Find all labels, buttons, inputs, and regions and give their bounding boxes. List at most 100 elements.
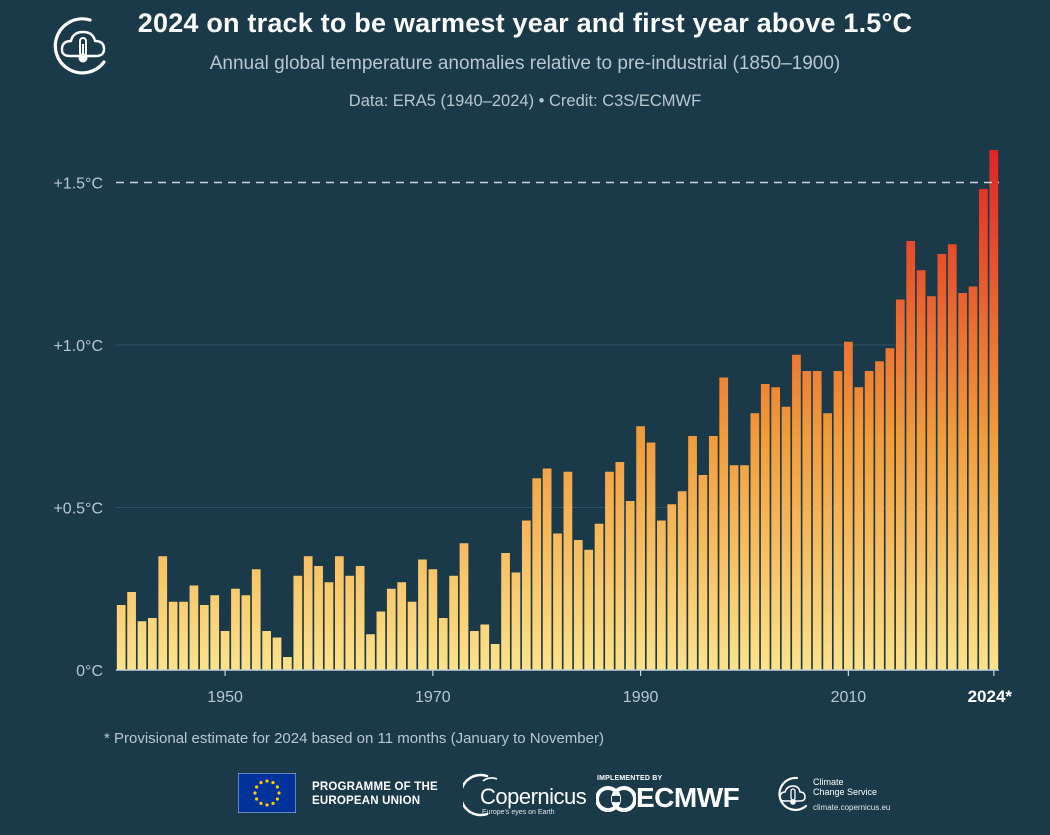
eu-star <box>271 801 275 805</box>
eu-text-line2: EUROPEAN UNION <box>312 795 421 807</box>
footnote: * Provisional estimate for 2024 based on… <box>104 730 604 747</box>
bar-2006 <box>802 371 812 670</box>
eu-star <box>255 797 259 801</box>
bar-2023 <box>979 189 988 670</box>
bar-1946 <box>179 601 188 670</box>
bar-2022 <box>968 286 978 670</box>
bar-2012 <box>864 371 874 670</box>
bar-1973 <box>459 543 469 670</box>
bar-1991 <box>646 442 656 670</box>
bar-1983 <box>563 471 573 670</box>
bar-2009 <box>833 371 843 670</box>
bar-2005 <box>792 354 801 670</box>
bar-1994 <box>677 491 687 670</box>
partner-logos: PROGRAMME OF THE EUROPEAN UNION Copernic… <box>0 768 1050 828</box>
eu-flag-icon <box>238 773 296 813</box>
bar-1953 <box>251 569 261 670</box>
bar-1958 <box>303 556 313 670</box>
bar-1993 <box>667 504 677 670</box>
bar-1978 <box>511 572 521 670</box>
y-tick-label: +0.5°C <box>53 501 103 518</box>
eu-star <box>255 785 259 789</box>
bar-2020 <box>947 244 957 670</box>
eu-star <box>277 791 281 795</box>
bar-1972 <box>449 575 458 670</box>
bar-2010 <box>844 341 853 670</box>
bar-1957 <box>293 575 303 670</box>
bar-1982 <box>553 533 562 670</box>
bar-1980 <box>532 478 542 670</box>
bar-2021 <box>958 293 968 670</box>
c3s-name: Climate Change Service <box>813 777 903 797</box>
x-tick-label: 1990 <box>623 689 659 706</box>
bar-1942 <box>137 621 147 670</box>
bar-1941 <box>127 592 136 670</box>
bar-1975 <box>480 624 490 670</box>
bars <box>116 150 999 670</box>
bar-2018 <box>927 296 936 670</box>
bar-2004 <box>781 406 791 670</box>
bar-1959 <box>314 566 323 670</box>
bar-1961 <box>334 556 344 670</box>
eu-star <box>271 781 275 785</box>
x-tick-label: 1950 <box>207 689 243 706</box>
bar-2011 <box>854 387 864 670</box>
bar-1954 <box>262 631 271 670</box>
bar-1944 <box>158 556 168 670</box>
bar-1960 <box>324 582 334 670</box>
bar-1998 <box>719 377 729 670</box>
y-tick-label: 0°C <box>76 663 103 680</box>
bar-2015 <box>895 299 905 670</box>
bar-2017 <box>916 270 926 670</box>
bar-1963 <box>355 566 365 670</box>
bar-1967 <box>397 582 407 670</box>
eu-star <box>275 785 279 789</box>
bar-2019 <box>937 254 947 670</box>
bar-1966 <box>386 588 396 670</box>
bar-2003 <box>771 387 781 670</box>
bar-1950 <box>220 631 230 670</box>
bar-2002 <box>760 384 770 670</box>
bar-1949 <box>210 595 220 670</box>
bar-2001 <box>750 413 760 670</box>
eu-programme-text: PROGRAMME OF THE EUROPEAN UNION <box>312 780 452 808</box>
bar-1979 <box>521 520 531 670</box>
bar-1997 <box>708 436 718 670</box>
bar-2024 <box>989 150 999 670</box>
bar-1986 <box>594 523 604 670</box>
bar-1985 <box>584 549 594 670</box>
bar-1948 <box>199 605 209 670</box>
bar-2013 <box>875 361 884 670</box>
bar-1955 <box>272 637 282 670</box>
bar-1995 <box>688 436 697 670</box>
bar-1956 <box>283 657 292 670</box>
eu-star <box>253 791 257 795</box>
copernicus-logo-icon <box>463 773 498 817</box>
bar-1987 <box>605 471 614 670</box>
eu-star <box>275 797 279 801</box>
bar-1947 <box>189 585 199 670</box>
temperature-anomaly-bar-chart: 0°C +0.5°C +1.0°C +1.5°C 1950 1970 1990 2010 202… <box>53 150 1012 707</box>
bar-1977 <box>501 553 510 670</box>
eu-star <box>265 779 269 783</box>
bar-1968 <box>407 601 417 670</box>
ecmwf-name: ECMWF <box>636 782 740 813</box>
c3s-url: climate.copernicus.eu <box>813 803 891 812</box>
bar-2016 <box>906 241 916 670</box>
bar-1970 <box>428 569 438 670</box>
c3s-line2: Change Service <box>813 787 878 797</box>
bar-1996 <box>698 475 708 670</box>
bar-1964 <box>366 634 375 670</box>
bar-1988 <box>615 462 625 670</box>
bar-1971 <box>438 618 448 670</box>
bar-1952 <box>241 595 251 670</box>
x-tick-label: 1970 <box>415 689 451 706</box>
bar-1940 <box>116 605 126 670</box>
axes: 0°C +0.5°C +1.0°C +1.5°C 1950 1970 1990 2010 202… <box>53 176 1012 707</box>
c3s-logo-icon <box>778 776 808 811</box>
bar-1969 <box>418 559 427 670</box>
bar-1976 <box>490 644 500 670</box>
bar-1974 <box>470 631 479 670</box>
bar-2000 <box>740 465 749 670</box>
bar-1943 <box>148 618 157 670</box>
